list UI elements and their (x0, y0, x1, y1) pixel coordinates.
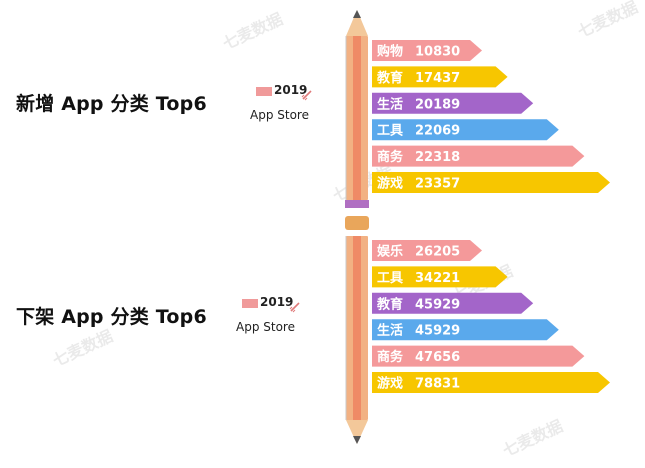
chart0-bar-0 (372, 40, 482, 61)
chart1-category-label-5: 游戏 (377, 376, 403, 392)
chart1-bar-0 (372, 240, 482, 261)
chart1-category-label-2: 教育 (376, 296, 403, 312)
chart0-bar-3 (372, 119, 559, 141)
legend-year: 2019 (274, 83, 308, 97)
pencil-top-wood (346, 10, 368, 36)
legend-source: App Store (236, 320, 295, 334)
chart1-value-label-2: 45929 (415, 297, 460, 312)
chart0-bar-4 (372, 145, 585, 167)
chart0-value-label-5: 23357 (415, 177, 460, 192)
legend-new: 2019 App Store (250, 83, 330, 126)
section-title-removed: 下架 App 分类 Top6 (16, 306, 207, 328)
chart0-category-label-5: 游戏 (377, 176, 403, 192)
chart1-value-label-0: 26205 (415, 245, 460, 260)
pencil-bottom-core (353, 236, 361, 420)
legend-year: 2019 (260, 295, 294, 309)
chart1-value-label-3: 45929 (415, 324, 460, 339)
chart0-bar-5 (372, 172, 610, 193)
pencil-top-core (353, 36, 361, 200)
chart1-bar-2 (372, 292, 534, 314)
chart0-value-label-4: 22318 (415, 150, 460, 165)
legend-swatch (256, 87, 272, 96)
chart1-bar-1 (372, 266, 508, 288)
pencil-bottom-wood (346, 420, 368, 444)
pencil-bottom-tip (353, 436, 361, 444)
rocket-icon (289, 302, 300, 313)
section-title-new: 新增 App 分类 Top6 (16, 93, 207, 115)
legend-removed: 2019 App Store (236, 295, 316, 338)
pencil-top-ferrule (345, 200, 369, 208)
legend-swatch (242, 299, 258, 308)
chart0-category-label-3: 工具 (377, 124, 403, 139)
chart1-bar-5 (372, 372, 610, 393)
chart0-category-label-4: 商务 (377, 149, 404, 165)
chart0-bar-2 (372, 92, 534, 114)
chart0-category-label-1: 教育 (376, 70, 403, 86)
chart0-value-label-0: 10830 (415, 45, 460, 60)
chart1-category-label-1: 工具 (377, 271, 403, 286)
chart0-category-label-0: 购物 (377, 44, 403, 60)
chart1-category-label-0: 娱乐 (377, 244, 403, 260)
chart1-value-label-4: 47656 (415, 350, 460, 365)
chart1-category-label-4: 商务 (377, 349, 404, 365)
chart0-value-label-2: 20189 (415, 97, 460, 112)
chart1-value-label-1: 34221 (415, 271, 460, 286)
chart1-category-label-3: 生活 (377, 323, 403, 339)
chart1-bar-3 (372, 319, 559, 341)
chart1-value-label-5: 78831 (415, 377, 460, 392)
chart0-value-label-3: 22069 (415, 124, 460, 139)
chart0-value-label-1: 17437 (415, 71, 460, 86)
chart1-bar-4 (372, 345, 585, 367)
legend-source: App Store (250, 108, 309, 122)
rocket-icon (301, 90, 312, 101)
pencil-eraser (345, 216, 369, 230)
chart0-category-label-2: 生活 (377, 96, 403, 112)
chart0-bar-1 (372, 66, 508, 88)
pencil-top-tip (353, 10, 361, 18)
